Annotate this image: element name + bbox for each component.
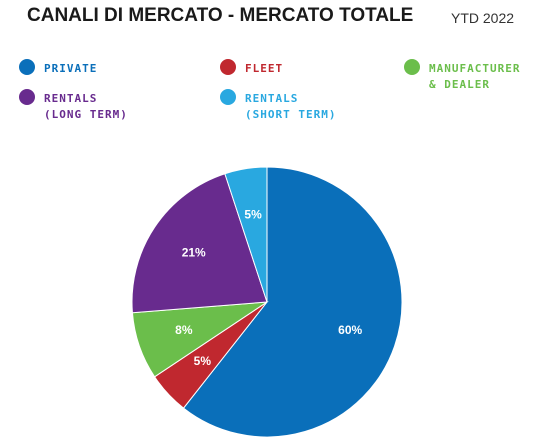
pie-slice-rentals-short-term — [224, 166, 268, 303]
legend-label-fleet: FLEET — [245, 62, 284, 75]
legend-label-rentals-long-term: RENTALS (LONG TERM) — [44, 92, 128, 121]
slice-label-rentals-long-term: 21% — [182, 245, 206, 259]
chart-title: CANALI DI MERCATO - MERCATO TOTALE — [27, 5, 414, 26]
legend-swatch-private — [19, 59, 35, 75]
legend-swatch-manufacturer-dealer — [404, 59, 420, 75]
legend-label-private: PRIVATE — [44, 62, 98, 75]
chart-subtitle: YTD 2022 — [451, 10, 515, 26]
slice-label-private: 60% — [338, 323, 362, 337]
legend-swatch-rentals-short-term — [220, 89, 236, 105]
slice-label-manufacturer-dealer: 8% — [175, 323, 193, 337]
pie-slice-private — [182, 166, 403, 438]
pie-slice-rentals-long-term — [131, 173, 268, 314]
legend-swatch-rentals-long-term — [19, 89, 35, 105]
legend-swatch-fleet — [220, 59, 236, 75]
slice-label-fleet: 5% — [194, 354, 212, 368]
legend-label-rentals-short-term: RENTALS (SHORT TERM) — [245, 92, 337, 121]
slice-label-rentals-short-term: 5% — [244, 207, 262, 221]
legend-label-manufacturer-dealer: MANUFACTURER & DEALER — [429, 62, 521, 91]
